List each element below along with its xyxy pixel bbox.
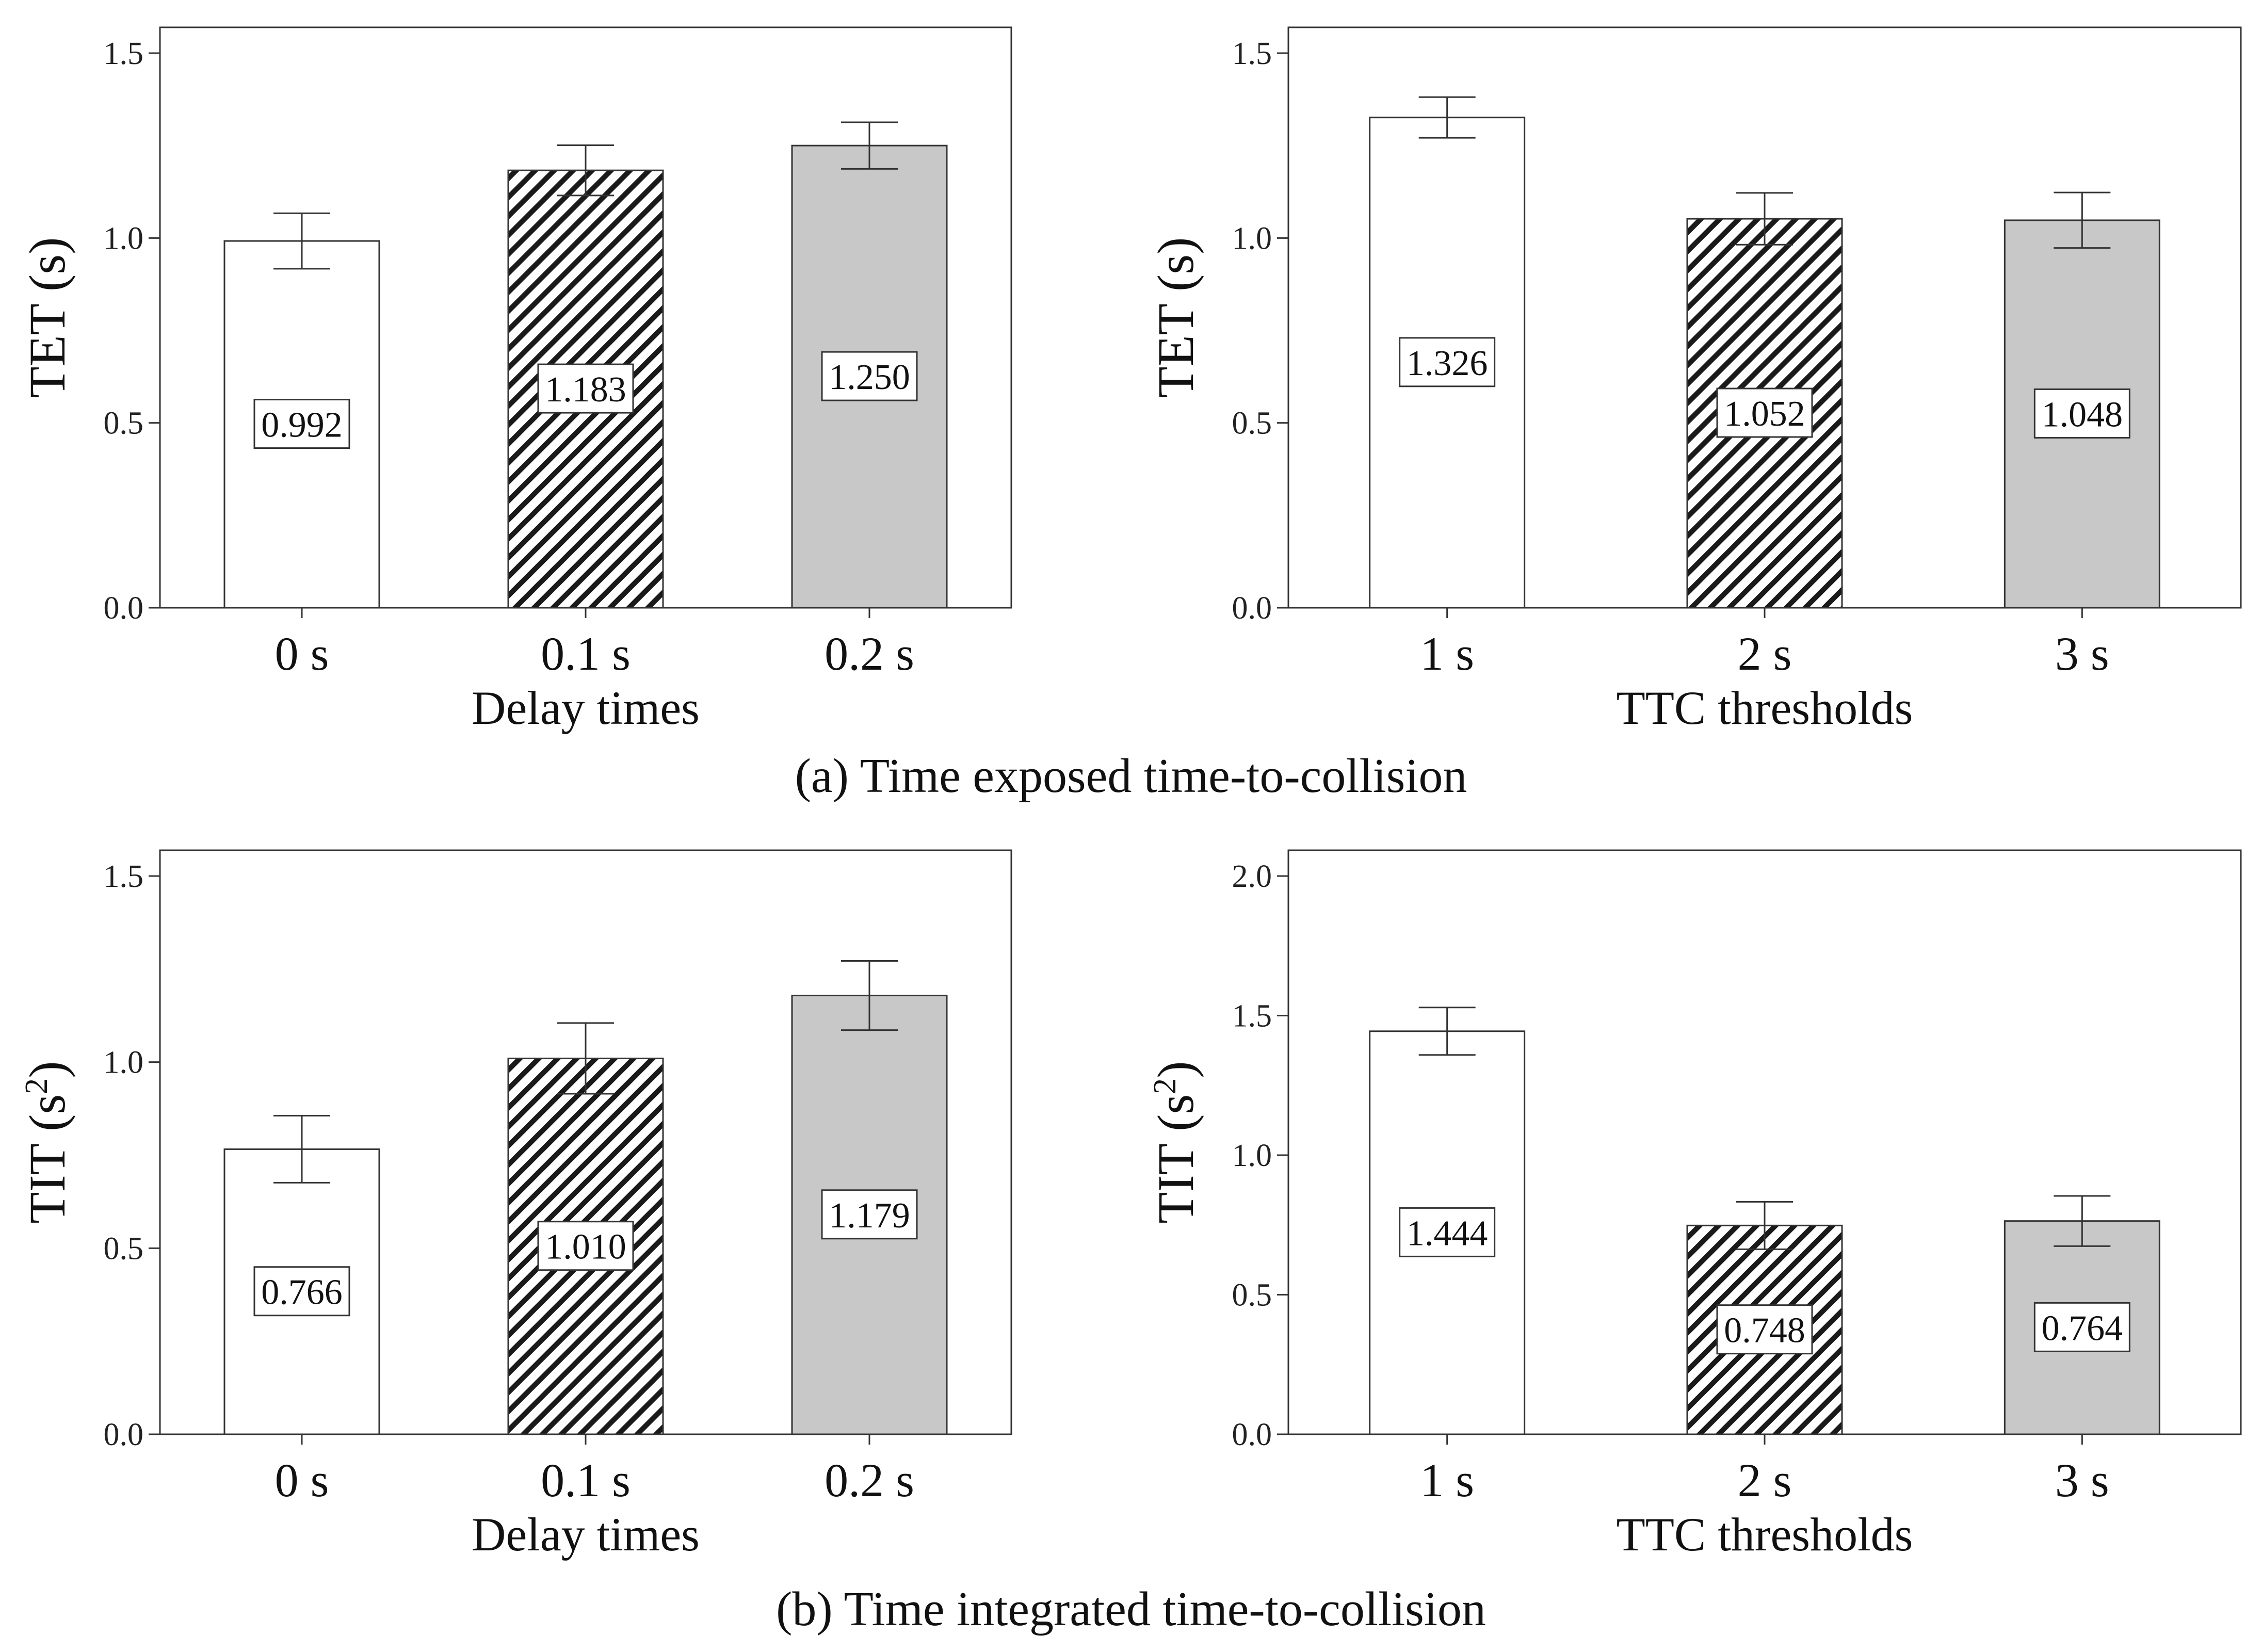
- data-label: 1.183: [545, 370, 626, 410]
- y-tick-label: 0.0: [1232, 591, 1272, 626]
- chart-panel-4: 0.0 0.5 1.0 1.5 2.0 TIT (s2) 1.444 1 s 0.748 2 s 0…: [1147, 849, 2242, 1561]
- y-tick-label: 0.5: [104, 1231, 144, 1266]
- x-tick-label: 2 s: [1738, 1454, 1792, 1507]
- x-tick-label: 3 s: [2055, 1454, 2109, 1507]
- data-label-box: [1716, 1304, 1813, 1355]
- data-label: 1.250: [829, 358, 910, 397]
- data-label: 0.766: [261, 1273, 343, 1313]
- data-label: 1.444: [1407, 1213, 1488, 1253]
- y-tick-label: 1.5: [1232, 999, 1272, 1034]
- y-tick-label: 0.5: [1232, 1278, 1272, 1313]
- x-tick-label: 2 s: [1738, 627, 1792, 680]
- x-tick-label: 0.1 s: [541, 1454, 631, 1507]
- y-tick-label: 1.5: [1232, 36, 1272, 71]
- x-tick-label: 0.2 s: [825, 1454, 914, 1507]
- y-axis-label: TIT (s2): [1147, 1061, 1204, 1223]
- data-label: 1.052: [1724, 394, 1805, 434]
- y-axis-label: TIT (s2): [19, 1061, 76, 1223]
- data-label-box: [2033, 388, 2130, 439]
- data-label-box: [253, 1266, 350, 1317]
- caption-a: (a) Time exposed time-to-collision: [795, 749, 1467, 803]
- y-tick-label: 1.0: [1232, 221, 1272, 256]
- x-tick-label: 0.1 s: [541, 627, 631, 680]
- data-label: 1.010: [545, 1227, 626, 1267]
- data-label-box: [253, 399, 350, 449]
- x-tick-label: 0 s: [275, 627, 329, 680]
- y-tick-label: 1.5: [104, 36, 144, 71]
- data-label-box: [821, 1189, 918, 1240]
- x-tick-label: 1 s: [1420, 1454, 1474, 1507]
- chart-panel-3: 0.0 0.5 1.0 1.5 TIT (s2) 0.766 0 s 1.010 0.1 s 1.…: [19, 849, 1012, 1561]
- y-tick-label: 0.5: [104, 406, 144, 441]
- x-tick-label: 1 s: [1420, 627, 1474, 680]
- data-label: 1.179: [829, 1196, 910, 1236]
- data-label: 0.764: [2042, 1308, 2123, 1348]
- y-tick-label: 2.0: [1232, 859, 1272, 894]
- data-label-box: [537, 1221, 634, 1271]
- data-label-box: [1716, 387, 1813, 438]
- data-label: 0.992: [261, 406, 343, 445]
- data-label-box: [1399, 337, 1496, 387]
- y-tick-label: 1.0: [104, 1045, 144, 1080]
- x-tick-label: 0.2 s: [825, 627, 914, 680]
- x-axis-label: TTC thresholds: [1617, 1508, 1913, 1561]
- y-tick-label: 1.5: [104, 859, 144, 894]
- y-tick-label: 1.0: [1232, 1138, 1272, 1173]
- chart-panel-2: 0.0 0.5 1.0 1.5 TET (s) 1.326 1 s 1.052 2 s 1.048…: [1147, 26, 2242, 734]
- y-tick-label: 0.5: [1232, 406, 1272, 441]
- y-tick-label: 0.0: [104, 1417, 144, 1452]
- x-tick-label: 3 s: [2055, 627, 2109, 680]
- data-label: 0.748: [1724, 1311, 1805, 1351]
- x-axis-label: TTC thresholds: [1617, 682, 1913, 734]
- x-axis-label: Delay times: [472, 682, 700, 734]
- y-tick-label: 0.0: [1232, 1417, 1272, 1452]
- data-label-box: [537, 363, 634, 414]
- data-label-box: [1399, 1207, 1496, 1257]
- y-tick-label: 1.0: [104, 221, 144, 256]
- chart-panel-1: 0.0 0.5 1.0 1.5 TET (s) 0.992 0 s 1.183 0.1 s 1.2…: [19, 26, 1012, 734]
- y-tick-label: 0.0: [104, 591, 144, 626]
- x-axis-label: Delay times: [472, 1508, 700, 1561]
- data-label: 1.326: [1407, 344, 1488, 383]
- x-tick-label: 0 s: [275, 1454, 329, 1507]
- y-axis-label: TET (s): [1147, 237, 1204, 398]
- data-label: 1.048: [2042, 395, 2123, 434]
- data-label-box: [2033, 1302, 2130, 1352]
- data-label-box: [821, 351, 918, 401]
- y-axis-label: TET (s): [19, 237, 76, 398]
- caption-b: (b) Time integrated time-to-collision: [776, 1582, 1486, 1636]
